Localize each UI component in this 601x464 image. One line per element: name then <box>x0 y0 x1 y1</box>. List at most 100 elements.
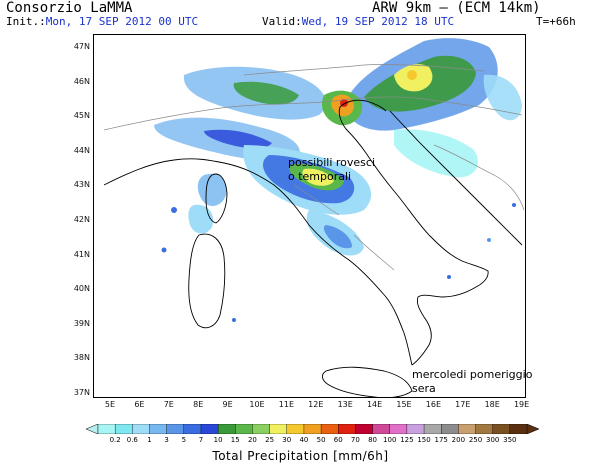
colorbar-tick-label: 15 <box>230 436 240 444</box>
colorbar-tick-label: 175 <box>434 436 448 444</box>
colorbar-low-arrow <box>86 424 99 434</box>
timing-annotation: mercoledi pomeriggio sera <box>412 368 532 396</box>
precip-area-lazio-inner <box>323 225 352 249</box>
colorbar-tick-label: 3 <box>164 436 169 444</box>
colorbar-segment <box>355 424 374 434</box>
lon-tick-label: 9E <box>222 400 233 409</box>
valid-time: Valid:Wed, 19 SEP 2012 18 UTC <box>262 15 454 28</box>
lon-tick-label: 19E <box>513 400 530 409</box>
lat-tick-label: 46N <box>73 76 90 86</box>
lat-tick-label: 44N <box>73 145 90 155</box>
colorbar-tick-label: 1 <box>147 436 152 444</box>
lat-tick-label: 42N <box>73 215 90 224</box>
timing-annotation-line2: sera <box>412 382 436 395</box>
storm-annotation-line2: o temporali <box>288 170 352 183</box>
init-value: Mon, 17 SEP 2012 00 UTC <box>45 15 199 28</box>
colorbar-tick-label: 30 <box>282 436 292 444</box>
colorbar-segment <box>475 424 494 434</box>
precip-layer <box>154 38 522 322</box>
colorbar-tick-label: 350 <box>503 436 517 444</box>
lead-time: T=+66h <box>536 15 576 28</box>
precipitation-colorbar <box>86 424 539 434</box>
colorbar-segment <box>200 424 219 434</box>
colorbar-tick-label: 20 <box>247 436 257 444</box>
lat-tick-label: 47N <box>73 42 90 51</box>
precip-core-central-hot <box>302 168 334 186</box>
border-layer <box>103 64 525 271</box>
colorbar-tick-label: 50 <box>316 436 326 444</box>
lon-tick-label: 10E <box>249 400 265 409</box>
colorbar-segment <box>235 424 253 434</box>
colorbar-segment <box>303 424 322 434</box>
colorbar-segment <box>183 424 202 434</box>
lon-tick-label: 6E <box>134 400 145 409</box>
colorbar-segment <box>97 424 116 434</box>
coastline-layer <box>103 99 523 397</box>
colorbar-segment <box>389 424 408 434</box>
colorbar-tick-label: 125 <box>400 436 414 444</box>
colorbar-tick-label: 250 <box>468 436 483 444</box>
lat-tick-label: 43N <box>73 180 90 190</box>
lon-tick-label: 5E <box>104 400 116 409</box>
org-title: Consorzio LaMMA <box>6 0 133 16</box>
storm-annotation-line1: possibili rovesci <box>288 156 376 169</box>
precip-area-sardinia-n <box>188 204 214 234</box>
lon-tick-label: 11E <box>278 400 294 409</box>
colorbar-tick-label: 200 <box>451 436 466 444</box>
precip-peak-northeast <box>407 70 417 80</box>
colorbar-segment <box>217 424 236 434</box>
colorbar-tick-label: 0.2 <box>109 436 121 444</box>
precip-area-liguria-inner <box>204 129 272 149</box>
valid-value: Wed, 19 SEP 2012 18 UTC <box>301 15 455 28</box>
colorbar-segment <box>114 424 133 434</box>
coastline-balkans <box>389 110 523 246</box>
colorbar-segment <box>166 424 185 434</box>
colorbar-tick-label: 300 <box>485 436 500 444</box>
colorbar-title: Total Precipitation [mm/6h] <box>212 449 389 463</box>
lon-tick-label: 13E <box>337 400 353 409</box>
lon-tick-label: 14E <box>366 400 383 409</box>
lat-tick-label: 37N <box>73 388 90 397</box>
border-alps <box>103 96 523 131</box>
precipitation-map <box>93 34 526 398</box>
coastline-italy <box>103 99 489 366</box>
precip-speck <box>512 203 516 207</box>
model-title: ARW 9km — (ECM 14km) <box>372 0 541 16</box>
storm-annotation: possibili rovesci o temporali <box>288 156 375 184</box>
precip-area-balkans <box>394 129 478 178</box>
colorbar-tick-label: 70 <box>350 436 360 444</box>
border-balkans-inner <box>433 144 525 211</box>
colorbar-tick-label: 40 <box>299 436 309 444</box>
lon-tick-label: 15E <box>396 400 412 409</box>
valid-label: Valid: <box>262 15 302 28</box>
colorbar-segment <box>269 424 288 434</box>
lon-tick-label: 17E <box>455 400 471 409</box>
map-canvas <box>103 38 525 397</box>
precip-speck <box>447 275 451 279</box>
colorbar-segment <box>406 424 425 434</box>
colorbar-segment <box>441 424 459 434</box>
colorbar-segment <box>458 424 477 434</box>
precip-speck <box>161 247 167 253</box>
coastline-sicily <box>322 366 413 397</box>
colorbar-segment <box>509 424 528 434</box>
colorbar-tick-label: 25 <box>265 436 275 444</box>
init-label: Init.: <box>6 15 46 28</box>
lon-tick-label: 16E <box>425 400 441 409</box>
lat-tick-label: 38N <box>73 353 90 363</box>
colorbar-segment <box>492 424 511 434</box>
colorbar-segment <box>149 424 168 434</box>
colorbar-segment <box>338 424 356 434</box>
precip-area-alps-inner <box>233 81 299 105</box>
init-time: Init.:Mon, 17 SEP 2012 00 UTC <box>6 15 198 28</box>
precip-area-east <box>483 74 522 121</box>
colorbar-tick-label: 150 <box>417 436 431 444</box>
coastline-corsica <box>205 173 228 224</box>
lat-tick-label: 39N <box>73 318 90 328</box>
precip-area-corsica <box>197 173 227 207</box>
lat-tick-label: 40N <box>73 284 90 294</box>
lon-tick-label: 12E <box>308 400 324 409</box>
timing-annotation-line1: mercoledi pomeriggio <box>412 368 533 381</box>
colorbar-tick-label: 0.6 <box>126 436 138 444</box>
lon-tick-label: 7E <box>163 400 174 409</box>
